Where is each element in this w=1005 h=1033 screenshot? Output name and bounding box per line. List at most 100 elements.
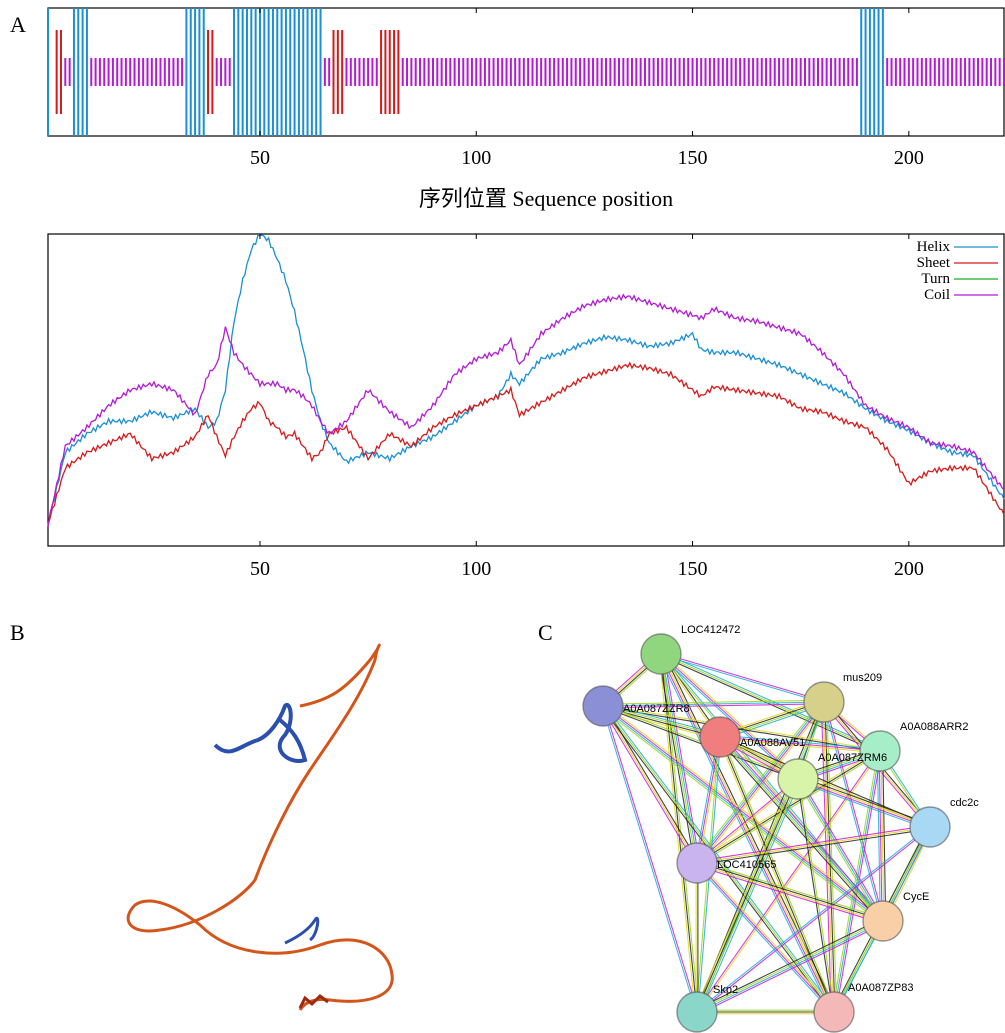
network-node-a0a088av51[interactable]: [699, 716, 741, 758]
network-edge: [798, 777, 931, 827]
network-edge: [824, 701, 885, 921]
network-edge: [695, 863, 834, 1014]
panel-label-a: A: [10, 12, 26, 37]
track-x-tick-label: 150: [678, 147, 708, 169]
network-edge: [602, 706, 883, 923]
interaction-network-nodes: LOC412472 mus209 A0A088ARR2 A0A087ZZR8 A0A08…: [582, 624, 979, 1033]
network-edge: [721, 734, 886, 920]
network-edge: [663, 653, 701, 863]
network-edge: [697, 779, 799, 865]
network-node-cdc2c[interactable]: [909, 806, 951, 848]
line-series-coil: [47, 293, 1005, 527]
network-node-a0a087zzr8[interactable]: [582, 685, 624, 727]
network-node-a0a087zrm6[interactable]: [777, 758, 819, 800]
network-node-skp2[interactable]: [676, 991, 718, 1033]
network-edge: [662, 652, 837, 1012]
network-edge: [798, 775, 932, 825]
network-node-label: LOC410565: [717, 859, 776, 871]
network-edge: [796, 779, 834, 1013]
network-edge: [697, 779, 800, 1013]
network-edge: [602, 699, 824, 705]
structure-coil-disordered-1: [126, 643, 394, 1011]
network-edge: [719, 736, 881, 752]
network-node-label: Skp2: [713, 984, 738, 996]
network-edge: [661, 653, 699, 863]
network-edge: [696, 826, 931, 864]
network-edge: [659, 654, 834, 1013]
network-edge: [698, 737, 723, 864]
network-edge: [695, 701, 824, 863]
network-edge: [697, 861, 884, 921]
network-edge: [697, 859, 884, 919]
network-edge: [697, 752, 882, 866]
legend-label-coil: Coil: [924, 287, 950, 303]
network-edge: [718, 737, 883, 922]
network-node-a0a088arr2[interactable]: [859, 730, 901, 772]
network-edge: [822, 702, 883, 922]
network-edge: [795, 779, 882, 923]
structure-helix-ordered-2: [284, 916, 320, 945]
network-edge: [797, 779, 930, 829]
network-node-label: A0A088ARR2: [900, 721, 969, 733]
network-edge: [697, 702, 826, 864]
network-edge: [697, 861, 836, 1012]
network-edge: [820, 702, 832, 1013]
network-edge: [694, 777, 797, 1012]
network-edge: [698, 779, 801, 1014]
network-edge: [603, 705, 699, 1012]
network-edge: [717, 738, 882, 924]
network-edge: [694, 699, 823, 862]
track-x-axis-label: 序列位置 Sequence position: [419, 186, 673, 211]
network-edge: [602, 706, 880, 753]
network-edge: [696, 919, 883, 1012]
protein-3d-structure: [126, 643, 394, 1011]
network-edge: [661, 653, 836, 1012]
network-edge: [661, 652, 825, 702]
track-x-tick-label: 200: [894, 147, 924, 169]
network-node-loc412472[interactable]: [640, 633, 682, 675]
network-node-cyce[interactable]: [862, 900, 904, 942]
network-edge: [719, 736, 835, 1013]
line-x-tick-label: 150: [678, 558, 708, 580]
network-edge: [603, 704, 881, 751]
network-node-mus209[interactable]: [803, 681, 845, 723]
network-node-a0a087zp83[interactable]: [813, 991, 855, 1033]
network-edge: [720, 734, 881, 750]
network-edge: [799, 777, 886, 921]
network-edge: [604, 703, 885, 920]
network-edge: [602, 701, 825, 707]
secondary-structure-track-chart: 50 100 150 200: [47, 7, 1005, 169]
network-edge: [797, 778, 884, 922]
line-x-tick-label: 50: [250, 558, 270, 580]
network-edge: [719, 738, 880, 754]
network-node-label: LOC412472: [681, 624, 740, 636]
network-edge: [660, 654, 824, 704]
network-node-label: A0A087ZRM6: [818, 752, 887, 764]
network-edge: [721, 736, 837, 1012]
line-series-sheet: [47, 361, 1005, 525]
network-edge: [696, 824, 930, 862]
network-edge: [876, 751, 881, 922]
panel-label-b: B: [10, 620, 25, 645]
line-plot-frame: [47, 233, 1005, 547]
network-edge: [696, 736, 721, 864]
network-edge: [720, 736, 885, 921]
network-edge: [660, 655, 880, 754]
network-edge: [826, 701, 838, 1012]
network-edge: [697, 827, 931, 1014]
track-x-tick-label: 100: [461, 147, 491, 169]
network-node-label: A0A087ZZR8: [623, 703, 690, 715]
network-edge: [696, 862, 835, 1013]
panel-label-c: C: [538, 620, 553, 645]
network-edge: [696, 777, 798, 863]
network-edge: [697, 921, 884, 1014]
network-node-loc410565[interactable]: [676, 842, 718, 884]
network-edge: [661, 652, 800, 779]
legend-label-sheet: Sheet: [917, 255, 951, 271]
network-node-label: CycE: [903, 891, 929, 903]
structure-tail: [298, 994, 329, 1009]
network-edge: [697, 828, 931, 866]
network-node-label: A0A087ZP83: [848, 982, 913, 994]
